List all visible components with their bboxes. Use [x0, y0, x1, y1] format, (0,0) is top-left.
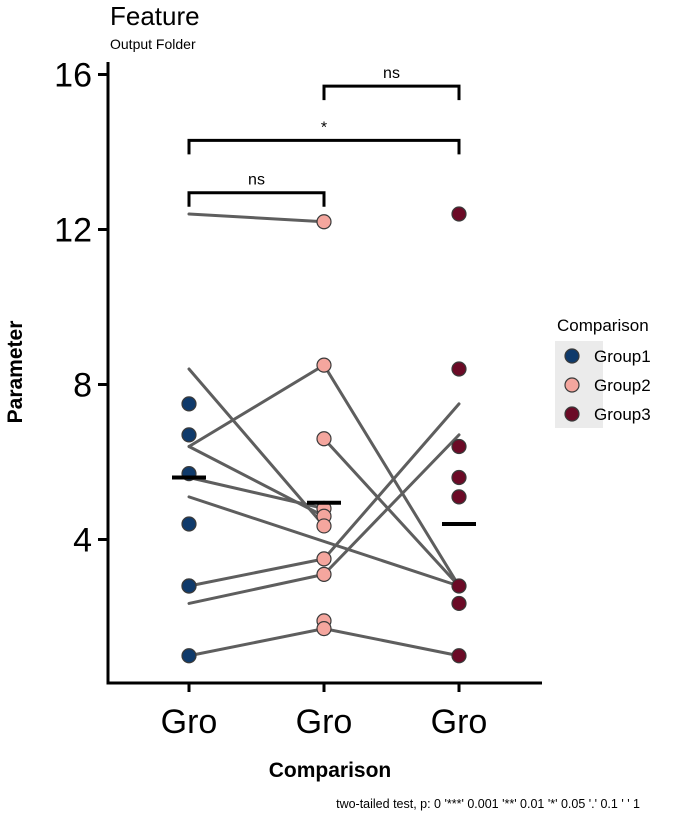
data-point	[181, 578, 197, 594]
significance-bracket	[187, 138, 461, 155]
data-point	[451, 469, 467, 486]
data-point	[316, 518, 332, 534]
pair-line	[322, 627, 461, 658]
y-tick-label: 8	[73, 367, 92, 405]
data-point	[316, 214, 332, 230]
data-point	[316, 431, 332, 447]
y-tick-label: 4	[73, 522, 92, 560]
y-tick-label: 16	[54, 57, 92, 95]
pair-line	[187, 363, 326, 448]
pair-line	[187, 476, 326, 510]
legend-title: Comparison	[557, 316, 649, 335]
significance-bracket	[322, 84, 461, 101]
significance-brackets: ns * ns	[187, 65, 461, 207]
significance-bracket	[187, 191, 326, 207]
legend-label: Group2	[594, 376, 651, 395]
data-point	[451, 361, 467, 377]
pair-line	[187, 627, 326, 658]
data-point	[181, 427, 197, 443]
data-point	[451, 438, 467, 455]
pair-lines	[187, 212, 461, 658]
x-tick-label: Gro	[296, 703, 353, 741]
legend-label: Group3	[594, 405, 651, 424]
data-point	[316, 566, 332, 582]
legend-key	[564, 348, 580, 364]
legend: Group1 Group2 Group3	[555, 341, 651, 428]
data-point	[451, 489, 467, 505]
pair-line	[187, 495, 461, 588]
pair-line	[187, 557, 326, 588]
pair-line	[322, 437, 461, 588]
axes: 4 8 12 16 Gro Gro Gro	[54, 57, 542, 741]
significance-label: *	[321, 119, 327, 136]
y-axis-label: Parameter	[4, 321, 27, 424]
x-axis-label: Comparison	[269, 759, 392, 782]
pair-line	[187, 212, 326, 224]
legend-key	[564, 377, 580, 393]
chart-subtitle: Output Folder	[110, 36, 196, 52]
caption: two-tailed test, p: 0 '***' 0.001 '**' 0…	[336, 797, 640, 811]
significance-label: ns	[248, 172, 265, 189]
legend-label: Group1	[594, 347, 651, 366]
data-point	[316, 621, 332, 637]
data-point	[451, 206, 467, 222]
pair-line	[187, 572, 326, 605]
pair-line	[187, 367, 326, 528]
x-tick-label: Gro	[431, 703, 488, 741]
chart-title: Feature	[110, 1, 200, 31]
pair-line	[322, 433, 461, 576]
data-point	[181, 396, 197, 412]
significance-label: ns	[383, 65, 400, 82]
x-tick-label: Gro	[161, 703, 218, 741]
data-point	[181, 516, 197, 532]
data-point	[451, 595, 467, 612]
data-point	[316, 357, 332, 373]
pair-line	[322, 402, 461, 561]
y-tick-label: 12	[54, 212, 92, 250]
data-point	[451, 578, 467, 594]
data-points	[181, 206, 467, 664]
data-point	[316, 551, 332, 567]
data-point	[451, 648, 467, 664]
data-point	[181, 648, 197, 664]
median-marks	[172, 475, 476, 526]
legend-key	[564, 406, 580, 422]
chart-text: Feature Output Folder Comparison Paramet…	[4, 1, 649, 811]
pair-line	[322, 363, 461, 588]
